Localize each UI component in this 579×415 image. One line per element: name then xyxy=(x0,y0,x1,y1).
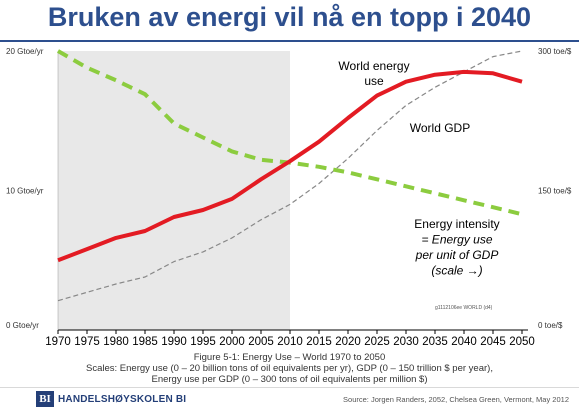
x-tick-label-1990: 1990 xyxy=(161,336,187,348)
x-tick-label-2005: 2005 xyxy=(248,336,274,348)
title-underline xyxy=(0,40,579,42)
x-tick-label-1985: 1985 xyxy=(132,336,158,348)
x-tick-label-1975: 1975 xyxy=(74,336,100,348)
series-label-energy-intensity: per unit of GDP xyxy=(415,248,499,262)
source-credit: Source: Jorgen Randers, 2052, Chelsea Gr… xyxy=(343,395,569,404)
x-tick-label-1980: 1980 xyxy=(103,336,129,348)
left-tick-label: 10 Gtoe/yr xyxy=(6,187,44,196)
x-tick-label-2040: 2040 xyxy=(451,336,477,348)
scales-caption-line-1: Scales: Energy use (0 – 20 billion tons … xyxy=(86,363,493,374)
footer-divider xyxy=(0,387,579,388)
x-tick-label-1970: 1970 xyxy=(45,336,71,348)
left-tick-label: 0 Gtoe/yr xyxy=(6,321,39,330)
series-label-energy-intensity: = Energy use xyxy=(421,233,492,247)
x-tick-label-2010: 2010 xyxy=(277,336,303,348)
x-tick-label-1995: 1995 xyxy=(190,336,216,348)
series-label-world-gdp: World GDP xyxy=(410,121,470,135)
x-tick-label-2050: 2050 xyxy=(509,336,535,348)
right-tick-label: 300 toe/$ xyxy=(538,47,572,56)
figure-caption: Figure 5-1: Energy Use – World 1970 to 2… xyxy=(193,352,386,363)
series-line-world-gdp xyxy=(57,50,523,302)
right-tick-label: 0 toe/$ xyxy=(538,321,563,330)
x-tick-label-2015: 2015 xyxy=(306,336,332,348)
fine-print-id: g1112106ee WORLD (d4) xyxy=(435,305,493,311)
x-tick-label-2025: 2025 xyxy=(364,336,390,348)
series-label-world-energy: World energy xyxy=(338,59,409,73)
x-tick-label-2045: 2045 xyxy=(480,336,506,348)
slide-title: Bruken av energi vil nå en topp i 2040 xyxy=(47,2,532,32)
series-label-energy-intensity: Energy intensity xyxy=(414,217,499,231)
school-name: HANDELSHØYSKOLEN BI xyxy=(58,394,187,405)
series-label-world-energy: use xyxy=(364,74,384,88)
energy-chart: 1970 1975 1980 1985 1990 1995 2000 2005 2010 2015… xyxy=(6,47,572,348)
x-tick-label-2020: 2020 xyxy=(335,336,361,348)
bi-logo: BI xyxy=(36,391,54,407)
x-tick-label-2000: 2000 xyxy=(219,336,245,348)
series-label-energy-intensity: (scale →) xyxy=(431,264,482,278)
right-tick-label: 150 toe/$ xyxy=(538,187,572,196)
left-tick-label: 20 Gtoe/yr xyxy=(6,47,44,56)
scales-caption-line-2: Energy use per GDP (0 – 300 tons of oil … xyxy=(151,374,428,385)
x-tick-label-2035: 2035 xyxy=(422,336,448,348)
x-tick-label-2030: 2030 xyxy=(393,336,419,348)
historical-shaded-region xyxy=(58,51,290,330)
series-line-world-energy xyxy=(57,69,523,263)
